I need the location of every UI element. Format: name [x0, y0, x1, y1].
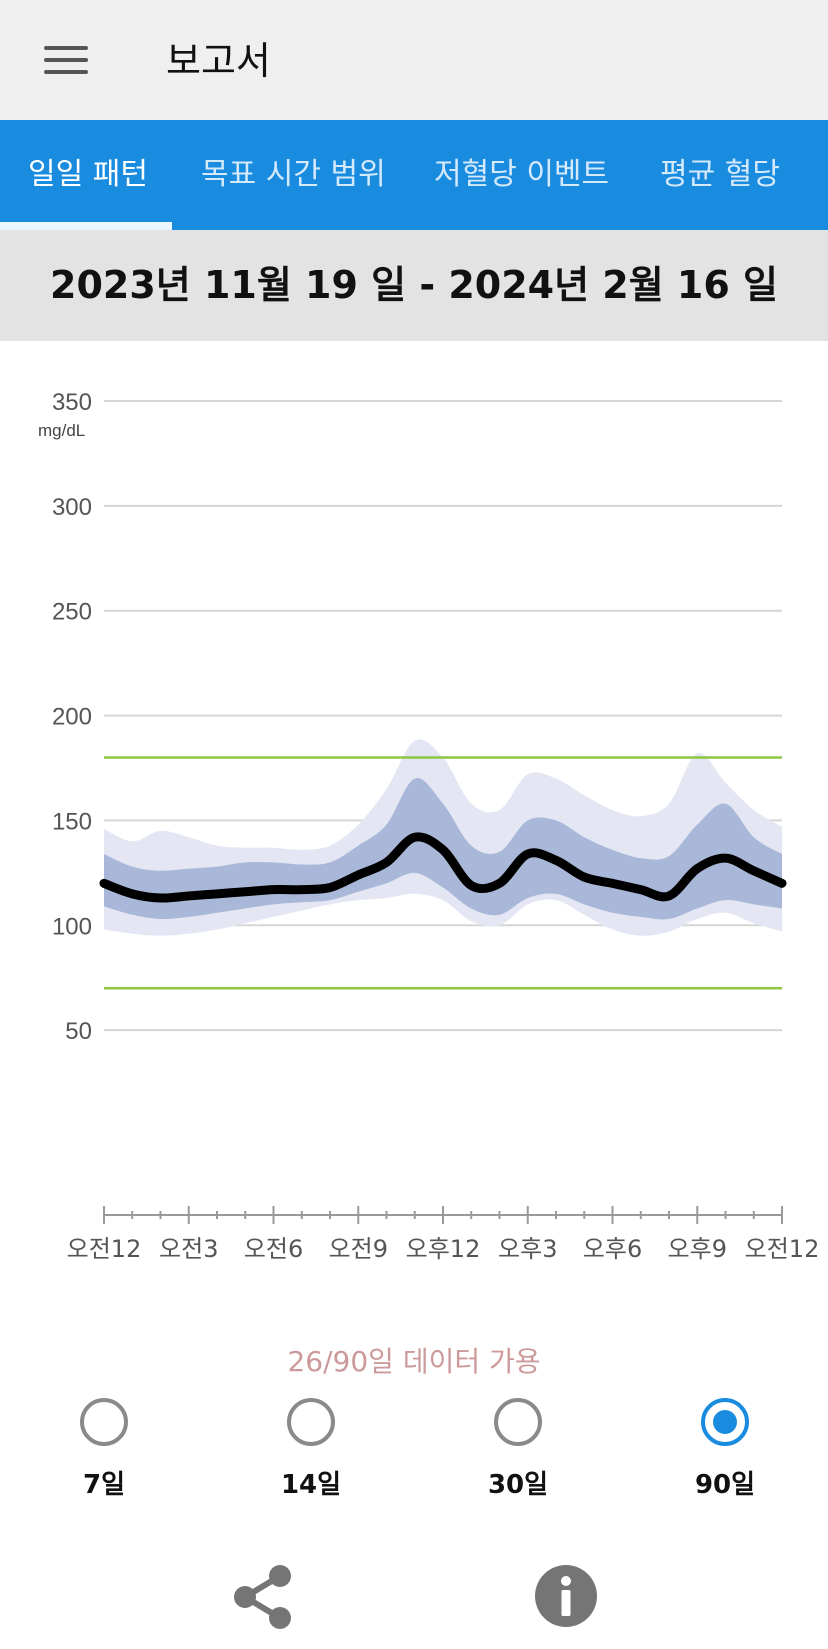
x-tick-label: 오전9 — [329, 1235, 388, 1261]
daily-pattern-chart: 350 300 250 200 150 100 50 오전12 오전3 오전6 오전9 오후12 오후… — [38, 389, 820, 1261]
y-tick-label: 300 — [52, 494, 92, 521]
app-bar: 보고서 — [0, 0, 828, 120]
period-option-label: 7일 — [82, 1470, 125, 1500]
radio-button[interactable] — [287, 1398, 335, 1446]
period-option-label: 90일 — [694, 1470, 756, 1500]
period-option-14d[interactable]: 14일 — [261, 1398, 361, 1501]
y-tick-label: 250 — [52, 599, 92, 626]
y-axis-unit-label: mg/dL — [38, 421, 85, 440]
x-tick-label: 오후9 — [668, 1235, 727, 1261]
x-tick-label: 오후3 — [498, 1235, 557, 1261]
tab-hypo-events[interactable]: 저혈당 이벤트 — [434, 157, 610, 192]
tab-time-in-range[interactable]: 목표 시간 범위 — [201, 157, 386, 192]
y-tick-label: 150 — [52, 808, 92, 835]
x-tick-label: 오후6 — [583, 1235, 642, 1261]
radio-button[interactable] — [80, 1398, 128, 1446]
period-option-90d[interactable]: 90일 — [675, 1398, 775, 1501]
period-option-label: 30일 — [487, 1470, 549, 1500]
active-tab-indicator — [0, 222, 172, 230]
median-glucose-line — [99, 832, 787, 903]
share-icon[interactable] — [228, 1562, 298, 1632]
x-tick-label: 오후12 — [406, 1235, 481, 1261]
page-title: 보고서 — [166, 39, 271, 83]
data-availability-text: 26/90일 데이터 가용 — [287, 1345, 541, 1378]
y-tick-label: 100 — [52, 913, 92, 940]
date-range: 2023년 11월 19 일 - 2024년 2월 16 일 — [0, 230, 828, 341]
radio-button[interactable] — [494, 1398, 542, 1446]
tab-daily-pattern[interactable]: 일일 패턴 — [28, 157, 148, 192]
radio-button-selected[interactable] — [701, 1398, 749, 1446]
tab-bar: 일일 패턴 목표 시간 범위 저혈당 이벤트 평균 혈당 — [0, 120, 828, 230]
x-tick-label: 오전12 — [67, 1235, 142, 1261]
hamburger-menu-icon[interactable] — [36, 38, 92, 82]
x-tick-label: 오전3 — [159, 1235, 218, 1261]
x-tick-label: 오전12 — [745, 1235, 820, 1261]
period-option-30d[interactable]: 30일 — [468, 1398, 568, 1501]
y-tick-label: 350 — [52, 389, 92, 416]
y-tick-label: 50 — [65, 1018, 92, 1045]
info-icon[interactable] — [534, 1564, 598, 1628]
x-tick-label: 오전6 — [244, 1235, 303, 1261]
y-tick-label: 200 — [52, 704, 92, 731]
period-option-7d[interactable]: 7일 — [54, 1398, 154, 1501]
tab-average-glucose[interactable]: 평균 혈당 — [660, 157, 780, 192]
period-option-label: 14일 — [280, 1470, 342, 1500]
